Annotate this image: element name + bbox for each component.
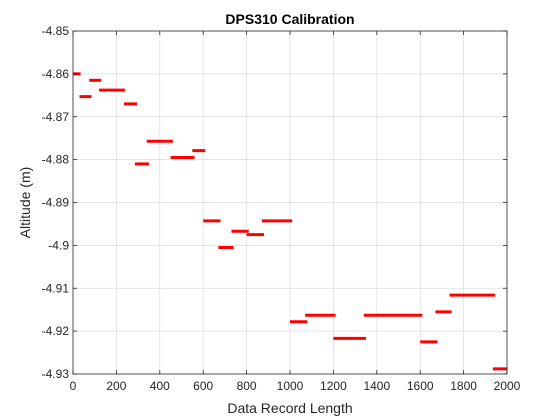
y-ticks: -4.85 -4.86 -4.87 -4.88 -4.89 -4.9 -4.91 -4.92 -… <box>42 24 507 381</box>
y-grid <box>73 73 507 332</box>
x-tick-label: 400 <box>150 379 170 393</box>
x-axis-label: Data Record Length <box>227 400 352 416</box>
y-tick-label: -4.91 <box>42 281 70 295</box>
y-tick-label: -4.89 <box>42 196 70 210</box>
y-tick-label: -4.92 <box>42 324 70 338</box>
x-tick-label: 1200 <box>320 379 347 393</box>
data-series <box>73 72 507 371</box>
x-tick-label: 600 <box>193 379 213 393</box>
y-tick-label: -4.85 <box>42 24 70 38</box>
y-axis-label: Altitude (m) <box>17 167 33 239</box>
x-tick-label: 1400 <box>363 379 390 393</box>
x-ticks: 0 200 400 600 800 1000 1200 1400 1600 1800 2000 <box>70 31 521 393</box>
x-tick-label: 1800 <box>450 379 477 393</box>
x-tick-label: 1000 <box>277 379 304 393</box>
x-tick-label: 1600 <box>407 379 434 393</box>
chart-title: DPS310 Calibration <box>225 11 354 27</box>
y-tick-label: -4.93 <box>42 367 70 381</box>
y-tick-label: -4.88 <box>42 153 70 167</box>
x-tick-label: 2000 <box>494 379 521 393</box>
y-tick-label: -4.86 <box>42 67 70 81</box>
y-tick-label: -4.9 <box>48 238 69 252</box>
x-tick-label: 200 <box>106 379 126 393</box>
x-tick-label: 800 <box>237 379 257 393</box>
y-tick-label: -4.87 <box>42 110 70 124</box>
x-tick-label: 0 <box>70 379 77 393</box>
